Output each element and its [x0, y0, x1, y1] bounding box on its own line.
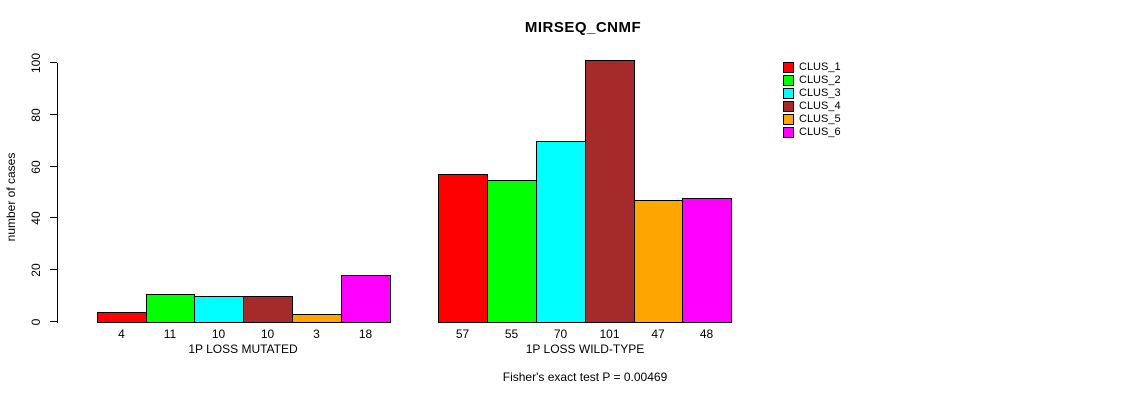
legend-label-clus-6: CLUS_6 [799, 126, 841, 138]
y-tick-label: 20 [29, 263, 43, 277]
bar-clus-4-1p-loss-mutated [243, 296, 293, 323]
y-tick-mark [50, 62, 57, 63]
legend-label-clus-1: CLUS_1 [799, 61, 841, 73]
bar-value-label: 10 [211, 327, 226, 341]
legend-swatch-clus-3 [783, 88, 794, 99]
bar-clus-5-1p-loss-wild-type [634, 200, 683, 323]
legend-label-clus-3: CLUS_3 [799, 87, 841, 99]
y-tick-mark [50, 166, 57, 167]
bar-value-label: 101 [599, 327, 620, 341]
bar-clus-6-1p-loss-wild-type [682, 198, 732, 323]
y-tick-mark [50, 269, 57, 270]
bar-clus-6-1p-loss-mutated [341, 275, 391, 323]
legend-swatch-clus-2 [783, 75, 794, 86]
bar-value-label: 57 [455, 327, 470, 341]
bar-value-label: 4 [118, 327, 125, 341]
legend-swatch-clus-6 [783, 127, 794, 138]
bar-value-label: 48 [699, 327, 714, 341]
bar-value-label: 11 [163, 327, 177, 341]
legend-label-clus-2: CLUS_2 [799, 74, 841, 86]
bar-value-label: 55 [504, 327, 519, 341]
y-tick-label: 0 [29, 318, 43, 326]
bar-clus-2-1p-loss-mutated [146, 294, 195, 323]
bar-clus-1-1p-loss-wild-type [438, 174, 488, 323]
y-tick-label: 100 [29, 52, 43, 74]
y-axis-line [57, 63, 58, 323]
bar-value-label: 18 [358, 327, 373, 341]
y-tick-label: 60 [29, 160, 43, 174]
bar-clus-4-1p-loss-wild-type [585, 60, 635, 323]
legend-swatch-clus-1 [783, 62, 794, 73]
y-tick-label: 40 [29, 211, 43, 225]
y-tick-mark [50, 217, 57, 218]
bar-value-label: 3 [313, 327, 320, 341]
legend-label-clus-4: CLUS_4 [799, 100, 841, 112]
bar-clus-3-1p-loss-wild-type [536, 141, 586, 323]
legend-swatch-clus-5 [783, 114, 794, 125]
y-tick-mark [50, 114, 57, 115]
fisher-test-annotation: Fisher's exact test P = 0.00469 [502, 370, 668, 384]
group-label-mutated: 1P LOSS MUTATED [188, 342, 298, 356]
group-label-wild-type: 1P LOSS WILD-TYPE [525, 342, 645, 356]
bar-clus-2-1p-loss-wild-type [487, 180, 537, 323]
bar-value-label: 47 [651, 327, 665, 341]
bar-clus-1-1p-loss-mutated [97, 312, 147, 323]
legend-swatch-clus-4 [783, 101, 794, 112]
y-tick-mark [50, 321, 57, 322]
y-tick-label: 80 [29, 108, 43, 122]
bar-clus-5-1p-loss-mutated [292, 314, 342, 323]
bar-clus-3-1p-loss-mutated [194, 296, 244, 323]
legend-label-clus-5: CLUS_5 [799, 113, 841, 125]
bar-value-label: 70 [553, 327, 568, 341]
chart-title: MIRSEQ_CNMF [524, 19, 642, 36]
bar-value-label: 10 [260, 327, 275, 341]
y-axis-label: number of cases [4, 152, 18, 242]
